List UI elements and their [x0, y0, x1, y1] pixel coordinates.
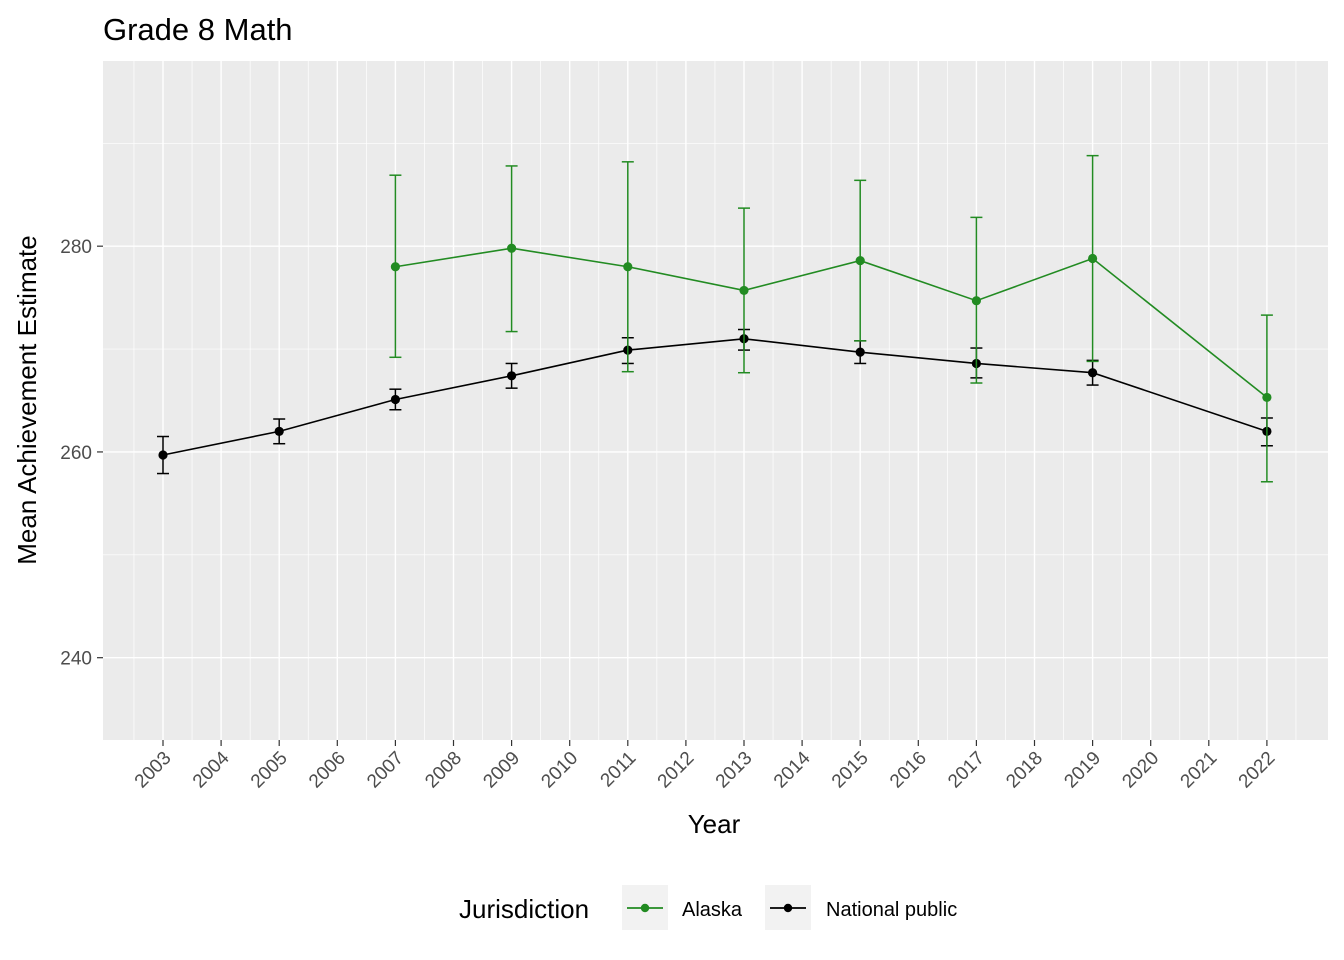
series-line-alaska: [395, 247, 1268, 399]
panel-background: [103, 61, 1328, 740]
x-tick-label-2018: 2018: [1002, 748, 1047, 793]
data-point-national-public-2015: [855, 347, 865, 357]
x-tick-label-2020: 2020: [1118, 748, 1163, 793]
data-point-national-public-2009: [507, 371, 517, 381]
x-tick-label-2012: 2012: [654, 748, 699, 793]
x-tick-label-2010: 2010: [537, 748, 582, 793]
y-tick-label-280: 280: [60, 237, 92, 258]
chart-title: Grade 8 Math: [103, 12, 293, 47]
x-axis: 2003 2004 2005 2006 2007 2008 2009 2010 2011 2012…: [131, 740, 1280, 793]
legend-item-national-public: National public: [765, 885, 957, 930]
data-point-national-public-2007: [390, 394, 400, 405]
x-tick-label-2016: 2016: [886, 748, 931, 793]
x-tick-label-2009: 2009: [479, 748, 524, 793]
x-tick-label-2013: 2013: [712, 748, 757, 793]
data-point-national-public-2019: [1088, 368, 1098, 378]
x-tick-label-2004: 2004: [189, 747, 234, 792]
series-layer: [157, 154, 1273, 483]
x-axis-title: Year: [688, 809, 741, 839]
legend-label-alaska: Alaska: [682, 899, 743, 921]
y-tick-label-240: 240: [60, 649, 92, 670]
x-tick-label-2021: 2021: [1177, 748, 1222, 793]
data-point-alaska-2022: [1262, 392, 1272, 403]
legend-point-alaska: [640, 903, 650, 913]
legend-point-national-public: [783, 903, 793, 913]
data-point-national-public-2005: [274, 426, 284, 436]
x-tick-label-2019: 2019: [1060, 748, 1105, 793]
data-point-national-public-2003: [158, 450, 168, 460]
y-tick-label-260: 260: [60, 443, 92, 464]
x-tick-label-2003: 2003: [131, 748, 176, 793]
legend-label-national-public: National public: [826, 899, 957, 921]
data-point-alaska-2007: [390, 262, 400, 272]
data-point-alaska-2015: [855, 255, 865, 266]
data-point-alaska-2009: [507, 243, 517, 253]
x-tick-label-2005: 2005: [247, 748, 292, 793]
x-tick-label-2007: 2007: [363, 748, 408, 793]
x-tick-label-2008: 2008: [421, 748, 466, 793]
x-tick-label-2015: 2015: [828, 748, 873, 793]
series-alaska: [389, 154, 1273, 483]
series-line-national-public: [162, 337, 1268, 456]
legend-item-alaska: Alaska: [622, 885, 743, 930]
y-axis-title: Mean Achievement Estimate: [12, 235, 42, 565]
data-point-alaska-2017: [971, 296, 982, 306]
x-tick-label-2011: 2011: [597, 748, 641, 792]
legend-title: Jurisdiction: [459, 894, 589, 924]
x-tick-label-2006: 2006: [305, 748, 350, 793]
x-tick-label-2017: 2017: [944, 748, 989, 793]
x-tick-label-2014: 2014: [770, 747, 815, 792]
data-point-alaska-2011: [623, 262, 633, 272]
data-point-alaska-2019: [1088, 253, 1098, 264]
data-point-alaska-2013: [739, 285, 749, 296]
plot-panel: [103, 61, 1328, 740]
legend: Jurisdiction Alaska National public: [459, 885, 957, 930]
y-axis: 240 260 280: [60, 237, 103, 670]
x-tick-label-2022: 2022: [1235, 748, 1280, 793]
